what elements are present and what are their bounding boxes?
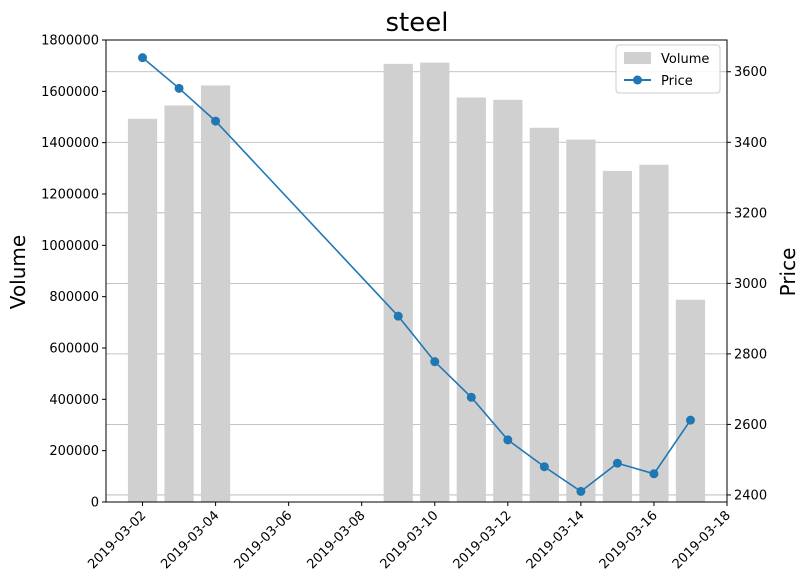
volume-bar	[420, 62, 450, 502]
x-tick-label: 2019-03-02	[85, 508, 149, 572]
volume-bar	[566, 139, 596, 502]
y-axis-right-title: Price	[776, 248, 800, 297]
volume-bar	[200, 85, 231, 503]
x-tick-label: 2019-03-06	[231, 508, 295, 572]
price-marker	[174, 83, 184, 93]
price-marker	[466, 392, 476, 402]
price-marker	[685, 415, 695, 425]
line-layer	[138, 53, 695, 496]
volume-bar	[602, 170, 633, 502]
x-tick-label: 2019-03-14	[524, 508, 588, 572]
x-tick-label: 2019-03-12	[451, 508, 515, 572]
y-left-tick-label: 400000	[49, 393, 99, 408]
y-right-tick-label: 3600	[734, 65, 767, 80]
x-tick-label: 2019-03-08	[304, 508, 368, 572]
y-right-tick-label: 3000	[734, 277, 767, 292]
y-left-tick-label: 1400000	[41, 136, 99, 151]
y-left-tick-label: 1600000	[41, 85, 99, 100]
chart-title: steel	[386, 8, 449, 38]
y-left-tick-label: 800000	[49, 290, 99, 305]
price-marker	[430, 357, 440, 367]
volume-bar	[639, 164, 669, 503]
x-tick-label: 2019-03-10	[378, 508, 442, 572]
x-tick-label: 2019-03-16	[597, 508, 661, 572]
y-axis-left-title: Volume	[6, 235, 30, 309]
volume-bar	[675, 299, 706, 502]
price-marker	[138, 53, 148, 63]
grid-layer	[106, 71, 727, 496]
volume-bar	[529, 127, 559, 502]
y-left-tick-label: 600000	[49, 342, 99, 357]
price-marker	[503, 435, 513, 445]
price-marker	[612, 458, 622, 468]
volume-bar	[456, 97, 486, 502]
legend-label-price: Price	[661, 74, 693, 89]
y-right-tick-label: 3200	[734, 206, 767, 221]
y-right-tick-label: 2800	[734, 347, 767, 362]
y-right-tick-label: 2400	[734, 488, 767, 503]
volume-bar	[164, 105, 194, 502]
price-marker	[393, 311, 403, 321]
y-left-tick-label: 0	[91, 496, 99, 511]
bar-layer	[127, 62, 706, 503]
price-marker	[649, 469, 659, 479]
legend-swatch-volume	[624, 52, 651, 64]
legend: Volume Price	[615, 44, 721, 94]
y-left-tick-label: 1200000	[41, 188, 99, 203]
legend-label-volume: Volume	[661, 52, 709, 67]
y-right-tick-label: 3400	[734, 136, 767, 151]
volume-bar	[127, 118, 158, 503]
volume-bar	[493, 99, 523, 502]
y-left-tick-label: 1000000	[41, 239, 99, 254]
y-left-tick-label: 1800000	[41, 34, 99, 49]
y-right-tick-label: 2600	[734, 418, 767, 433]
x-tick-label: 2019-03-04	[158, 508, 222, 572]
plot-frame	[105, 39, 728, 503]
y-left-tick-label: 200000	[49, 444, 99, 459]
volume-bar	[383, 63, 413, 503]
legend-swatch-price-marker	[633, 75, 642, 85]
x-tick-label: 2019-03-18	[670, 508, 734, 572]
price-marker	[211, 116, 221, 126]
price-marker	[539, 462, 549, 472]
price-line	[142, 57, 692, 493]
price-marker	[576, 486, 586, 496]
